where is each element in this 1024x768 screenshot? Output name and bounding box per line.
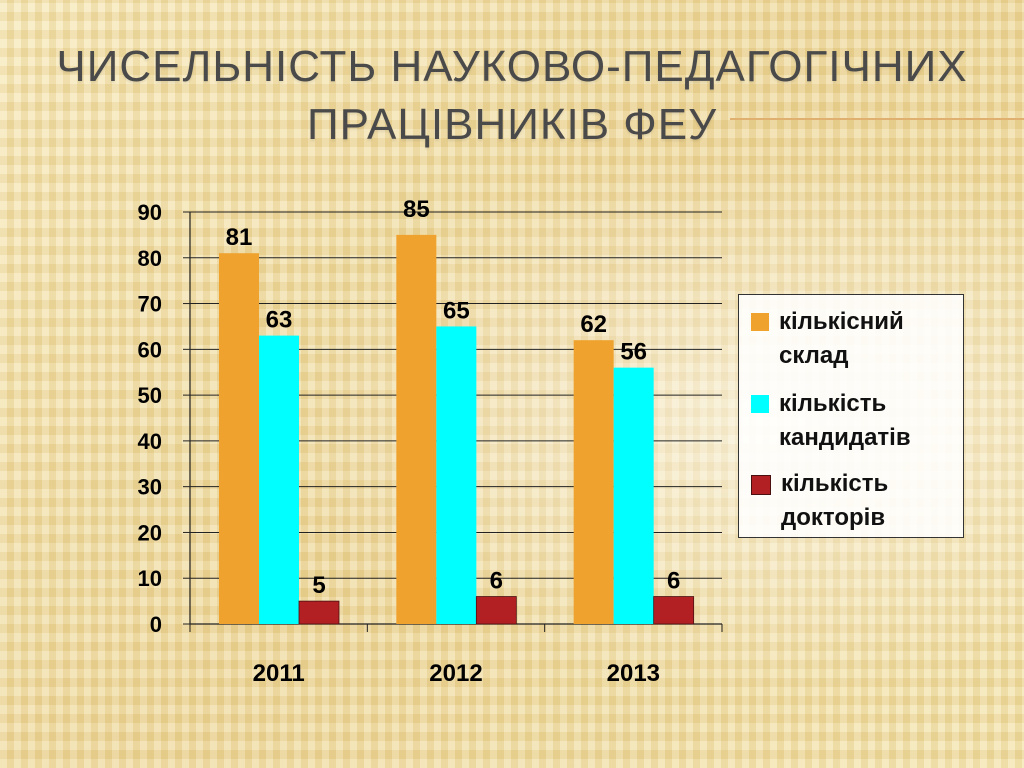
data-label: 85 (403, 196, 430, 223)
legend-label-total: кількісний склад (779, 308, 904, 369)
x-category-label: 2012 (429, 660, 482, 687)
y-tick-label: 70 (138, 292, 162, 317)
bar (436, 326, 477, 624)
y-tick-label: 80 (138, 246, 162, 271)
x-category-label: 2013 (607, 660, 660, 687)
data-label: 6 (490, 568, 503, 595)
legend-item-doctors: кількість докторів (751, 467, 961, 535)
y-tick-label: 90 (138, 200, 162, 225)
bar (259, 335, 299, 624)
data-label: 5 (312, 572, 325, 599)
legend-label-candidates: кількість кандидатів (779, 390, 911, 451)
y-tick-label: 60 (138, 337, 162, 362)
legend-item-total: кількісний склад (751, 305, 959, 373)
chart-legend: кількісний склад кількість кандидатів кі… (738, 294, 964, 538)
y-tick-label: 50 (138, 383, 162, 408)
legend-swatch-doctors (751, 475, 771, 495)
bar (396, 234, 437, 624)
legend-swatch-total (751, 313, 769, 331)
y-tick-label: 10 (138, 566, 162, 591)
y-tick-label: 40 (138, 429, 162, 454)
bar (219, 253, 259, 624)
y-tick-label: 0 (150, 612, 162, 637)
bar (475, 596, 517, 625)
bar (613, 367, 654, 624)
data-label: 56 (620, 339, 647, 366)
title-accent-line (730, 118, 1024, 120)
bar (653, 596, 695, 625)
data-label: 6 (667, 568, 680, 595)
bar (298, 600, 340, 625)
labels: 0 10 20 30 40 50 60 70 80 90 2011 2012 2013 81 85 62 63 6… (138, 196, 681, 687)
bars (219, 234, 695, 625)
legend-label-doctors: кількість докторів (781, 470, 889, 531)
slide-title-line2: ПРАЦІВНИКІВ ФЕУ (306, 100, 718, 149)
slide-title-line1: ЧИСЕЛЬНІСТЬ НАУКОВО-ПЕДАГОГІЧНИХ (56, 42, 968, 91)
data-label: 81 (226, 224, 253, 251)
bar (573, 340, 614, 624)
legend-swatch-candidates (751, 395, 769, 413)
data-label: 62 (580, 311, 607, 338)
x-category-label: 2011 (253, 660, 305, 687)
data-label: 63 (266, 307, 293, 334)
data-label: 65 (443, 297, 470, 324)
slide-title: ЧИСЕЛЬНІСТЬ НАУКОВО-ПЕДАГОГІЧНИХ ПРАЦІВН… (0, 38, 1024, 154)
legend-item-candidates: кількість кандидатів (751, 387, 959, 455)
y-tick-label: 30 (138, 475, 162, 500)
y-tick-label: 20 (138, 520, 162, 545)
